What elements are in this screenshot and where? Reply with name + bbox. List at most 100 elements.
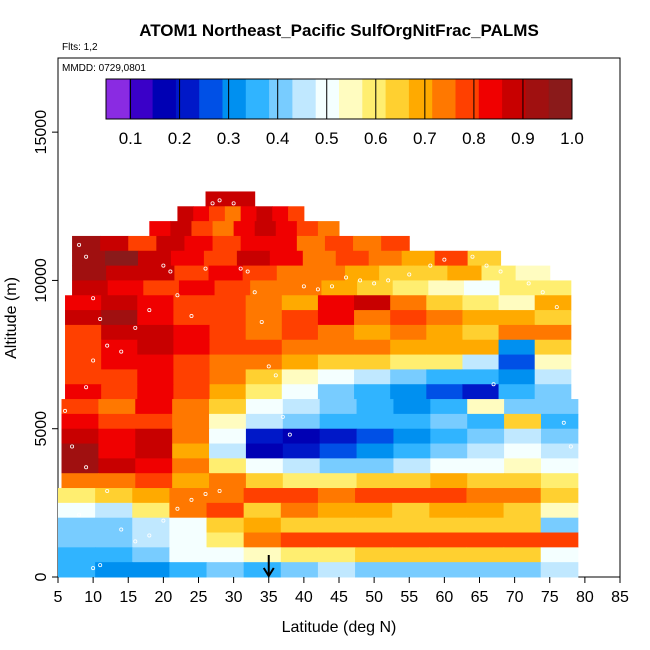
x-tick-label: 45 xyxy=(330,589,348,606)
heatmap-cell xyxy=(426,354,463,370)
colorbar-segment xyxy=(245,79,270,119)
heatmap-cell xyxy=(462,369,500,385)
sample-point xyxy=(84,385,89,390)
heatmap-cell xyxy=(426,295,463,311)
heatmap-cell xyxy=(499,280,536,296)
heatmap-cell xyxy=(354,324,391,341)
x-axis: 5 10 15 20 25 30 35 40 45 50 55 60 65 70 75 80 85 xyxy=(54,577,629,606)
sample-point xyxy=(84,254,89,259)
sample-point xyxy=(77,242,82,247)
heatmap-cell xyxy=(354,295,391,311)
heatmap-cell xyxy=(268,235,298,252)
heatmap-cell xyxy=(515,265,551,281)
y-tick-label: 0 xyxy=(33,572,50,581)
heatmap-cell xyxy=(58,488,96,504)
heatmap-cell xyxy=(355,547,393,563)
heatmap-cell xyxy=(137,295,174,311)
heatmap-cell xyxy=(319,458,358,474)
heatmap-cell xyxy=(169,562,208,578)
heatmap-cell xyxy=(428,280,465,296)
heatmap-cell xyxy=(356,413,394,430)
heatmap-cell xyxy=(58,532,96,548)
heatmap-cell xyxy=(426,339,463,356)
x-tick-label: 60 xyxy=(435,589,453,606)
heatmap-cell xyxy=(429,502,467,519)
heatmap-cell xyxy=(172,443,210,459)
x-tick-label: 20 xyxy=(154,589,172,606)
heatmap-cell xyxy=(317,324,355,341)
heatmap-cell xyxy=(534,369,572,385)
x-tick-label: 40 xyxy=(295,589,313,606)
colorbar-segment xyxy=(269,79,293,119)
heatmap-cell xyxy=(172,428,210,445)
heatmap-cell xyxy=(209,458,247,474)
heatmap-cell xyxy=(206,532,245,548)
heatmap-cell xyxy=(282,428,321,445)
heatmap-cell xyxy=(317,221,340,237)
heatmap-cell xyxy=(254,221,277,237)
heatmap-cell xyxy=(191,221,214,237)
sample-point xyxy=(70,444,75,449)
x-tick-label: 50 xyxy=(365,589,383,606)
heatmap-cell xyxy=(98,428,136,445)
heatmap-cell xyxy=(426,369,463,385)
sample-point xyxy=(133,539,138,544)
heatmap-cell xyxy=(466,517,505,534)
heatmap-cell xyxy=(169,532,208,548)
heatmap-cell xyxy=(169,488,208,504)
colorbar-segment xyxy=(362,79,386,119)
heatmap-cell xyxy=(354,354,391,370)
sample-point xyxy=(442,257,447,262)
heatmap-cell xyxy=(317,339,355,356)
heatmap-cell xyxy=(392,280,429,296)
colorbar-segment xyxy=(199,79,223,119)
heatmap-cell xyxy=(209,384,247,400)
heatmap-cell xyxy=(463,280,501,296)
heatmap-cell xyxy=(65,339,102,356)
heatmap-cell xyxy=(206,517,245,534)
heatmap-cell xyxy=(481,265,517,281)
heatmap-cell xyxy=(101,310,138,326)
heatmap-cell xyxy=(281,324,319,341)
sample-point xyxy=(119,527,124,532)
x-tick-label: 65 xyxy=(471,589,489,606)
heatmap-cell xyxy=(355,517,393,534)
heatmap-cell xyxy=(413,265,448,281)
heatmap-cell xyxy=(540,517,579,534)
sample-point xyxy=(147,308,152,313)
y-tick-label: 10000 xyxy=(33,258,50,303)
sample-point xyxy=(456,245,461,250)
heatmap-cell xyxy=(503,562,542,578)
heatmap-cell xyxy=(317,384,355,400)
heatmap-cell xyxy=(245,399,284,415)
heatmap-cell xyxy=(467,413,505,430)
heatmap-cell xyxy=(355,502,393,519)
colorbar-segment xyxy=(455,79,480,119)
heatmap-cell xyxy=(214,280,251,296)
colorbar-segment xyxy=(175,79,200,119)
heatmap-cell xyxy=(137,354,174,370)
sample-point xyxy=(175,506,180,511)
heatmap-cell xyxy=(317,295,355,311)
heatmap-cell xyxy=(98,458,136,474)
x-tick-label: 15 xyxy=(119,589,137,606)
colorbar-frame xyxy=(105,78,573,120)
heatmap-cell xyxy=(393,458,431,474)
sample-point xyxy=(315,287,320,292)
heatmap-cell xyxy=(193,206,210,222)
colorbar-tick-label: 0.1 xyxy=(119,129,143,148)
heatmap-cell xyxy=(462,324,500,341)
sample-points xyxy=(63,198,573,571)
heatmap-cell xyxy=(209,443,247,459)
heatmap-cell xyxy=(174,265,210,281)
heatmap-cell xyxy=(467,428,505,445)
arrow-head xyxy=(262,567,275,578)
heatmap-cell xyxy=(58,547,96,563)
sample-point xyxy=(168,269,173,274)
heatmap-cell xyxy=(540,458,579,474)
heatmap-cell xyxy=(317,369,355,385)
heatmap-cell xyxy=(132,517,170,534)
heatmap-cell xyxy=(498,295,536,311)
heatmap-cell xyxy=(172,473,210,489)
heatmap-cell xyxy=(317,517,356,534)
